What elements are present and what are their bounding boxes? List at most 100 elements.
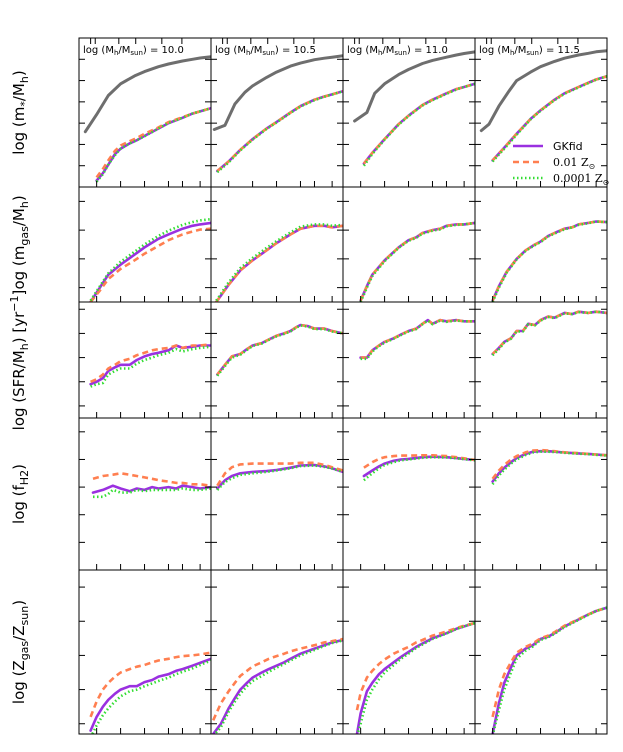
series-group-r4-c4 bbox=[491, 448, 607, 486]
y-axis-title-r3: log (SFR/Mh) [yr−1] bbox=[8, 290, 31, 431]
panel-frame-r4-c1 bbox=[78, 417, 212, 571]
panel-r2-c1 bbox=[78, 186, 212, 303]
series-z01-r5-c4 bbox=[491, 606, 607, 718]
panel-r1-c4 bbox=[474, 37, 608, 188]
panel-frame-r2-c4 bbox=[474, 186, 608, 303]
panel-r3-c4 bbox=[474, 301, 608, 419]
halo-mass-label-c2: log (Mh/Msun) = 10.5 bbox=[215, 45, 316, 57]
series-GKfid-r5-c2 bbox=[211, 638, 343, 734]
panel-r2-c2 bbox=[210, 186, 344, 303]
series-group-r1-c2 bbox=[212, 54, 343, 174]
halo-mass-text: log (M bbox=[83, 45, 114, 56]
halo-mass-sub-h: h bbox=[378, 49, 382, 57]
series-z01-r4-c1 bbox=[92, 471, 211, 487]
series-group-r4-c1 bbox=[91, 471, 211, 499]
halo-mass-text: log (M bbox=[347, 45, 378, 56]
halo-mass-sub-sun: sun bbox=[394, 49, 407, 57]
ylabel-sub2: h bbox=[18, 76, 31, 83]
halo-mass-label-c3: log (Mh/Msun) = 11.0 bbox=[347, 45, 448, 57]
series-z01-r3-c1 bbox=[90, 343, 211, 383]
halo-mass-text-mid: /M bbox=[118, 45, 130, 56]
series-z01-r2-c4 bbox=[491, 220, 607, 302]
series-group-r4-c3 bbox=[362, 453, 475, 482]
ylabel-end: ) bbox=[10, 600, 28, 606]
series-z0001-r4-c4 bbox=[491, 450, 607, 486]
panel-r5-c1 bbox=[78, 569, 212, 735]
series-group-r5-c4 bbox=[491, 606, 607, 734]
series-GKfid-r5-c3 bbox=[355, 621, 475, 734]
panel-frame-r2-c3 bbox=[342, 186, 476, 303]
ylabel-sup: −1 bbox=[8, 296, 21, 312]
ylabel-end: ) bbox=[10, 195, 28, 201]
series-z01-r2-c2 bbox=[215, 224, 343, 302]
series-GKfid-r2-c2 bbox=[215, 224, 343, 302]
halo-mass-sub-sun: sun bbox=[130, 49, 143, 57]
series-z0001-r4-c2 bbox=[216, 464, 343, 491]
series-group-r4-c2 bbox=[216, 461, 343, 491]
ylabel-main: log (f bbox=[10, 484, 28, 523]
ylabel-end: ) bbox=[10, 70, 28, 76]
series-group-r2-c1 bbox=[89, 217, 211, 302]
series-group-r2-c3 bbox=[359, 221, 475, 302]
panel-frame-r3-c1 bbox=[78, 301, 212, 419]
series-gray-r1-c4 bbox=[479, 49, 607, 133]
series-z0001-r5-c3 bbox=[356, 621, 475, 734]
legend-sun-symbol: ⊙ bbox=[589, 162, 596, 171]
ylabel-tail: /M bbox=[10, 83, 28, 101]
series-z01-r3-c3 bbox=[360, 318, 475, 359]
series-z0001-r2-c4 bbox=[491, 220, 607, 302]
halo-mass-sub-h: h bbox=[246, 49, 250, 57]
series-GKfid-r5-c1 bbox=[89, 657, 211, 732]
series-z0001-r4-c1 bbox=[93, 487, 211, 499]
halo-mass-text: log (M bbox=[215, 45, 246, 56]
series-z01-r3-c4 bbox=[491, 310, 607, 355]
panel-r4-c1 bbox=[78, 417, 212, 571]
panel-r4-c2 bbox=[210, 417, 344, 571]
panel-r2-c3 bbox=[342, 186, 476, 303]
panel-frame-r5-c1 bbox=[78, 569, 212, 735]
series-z01-r4-c3 bbox=[363, 453, 475, 469]
ylabel-sub2: sun bbox=[18, 606, 31, 626]
series-GKfid-r3-c1 bbox=[89, 344, 211, 386]
panel-r3-c2 bbox=[210, 301, 344, 419]
series-z01-r2-c1 bbox=[89, 227, 211, 302]
panel-r1-c3 bbox=[342, 37, 476, 188]
series-z0001-r2-c1 bbox=[89, 217, 211, 302]
halo-mass-sub-sun: sun bbox=[526, 49, 539, 57]
halo-mass-text-mid: /M bbox=[382, 45, 394, 56]
series-group-r5-c1 bbox=[89, 651, 211, 734]
series-group-r3-c4 bbox=[491, 310, 607, 357]
ylabel-tail: /Z bbox=[10, 625, 28, 640]
ylabel-tail: ) [yr bbox=[10, 311, 28, 343]
series-GKfid-r1-c3 bbox=[362, 82, 475, 165]
series-z01-r3-c2 bbox=[216, 323, 343, 376]
panel-frame-r4-c4 bbox=[474, 417, 608, 571]
legend-sun-symbol: ⊙ bbox=[603, 178, 610, 187]
series-z01-r5-c2 bbox=[212, 637, 343, 721]
ylabel-tail: ) bbox=[10, 464, 28, 470]
series-gray-r1-c3 bbox=[353, 50, 475, 123]
halo-mass-label-c1: log (Mh/Msun) = 10.0 bbox=[83, 45, 184, 57]
series-GKfid-r5-c4 bbox=[491, 606, 607, 734]
panel-r4-c3 bbox=[342, 417, 476, 571]
panel-frame-r5-c2 bbox=[210, 569, 344, 735]
ylabel-tail: /M bbox=[10, 208, 28, 226]
legend-text: GKfid bbox=[553, 140, 583, 153]
legend-text: 0.01 Z bbox=[553, 156, 589, 169]
series-z0001-r3-c1 bbox=[90, 345, 211, 388]
series-z01-r5-c3 bbox=[355, 621, 475, 711]
panel-r5-c4 bbox=[474, 569, 608, 735]
y-axis-title-r5: log (Zgas/Zsun) bbox=[10, 600, 31, 704]
series-z01-r1-c2 bbox=[216, 89, 343, 172]
series-z0001-r1-c1 bbox=[95, 106, 211, 183]
ylabel-sub: gas bbox=[18, 641, 31, 661]
series-z0001-r3-c2 bbox=[216, 324, 343, 377]
series-group-r3-c1 bbox=[89, 343, 211, 388]
legend-text: 0.0001 Z bbox=[553, 172, 603, 185]
ylabel-sub: gas bbox=[18, 226, 31, 246]
y-axis-title-r1: log (m*/Mh) bbox=[10, 70, 31, 154]
series-GKfid-r2-c4 bbox=[491, 220, 607, 302]
series-group-r5-c3 bbox=[355, 621, 475, 734]
